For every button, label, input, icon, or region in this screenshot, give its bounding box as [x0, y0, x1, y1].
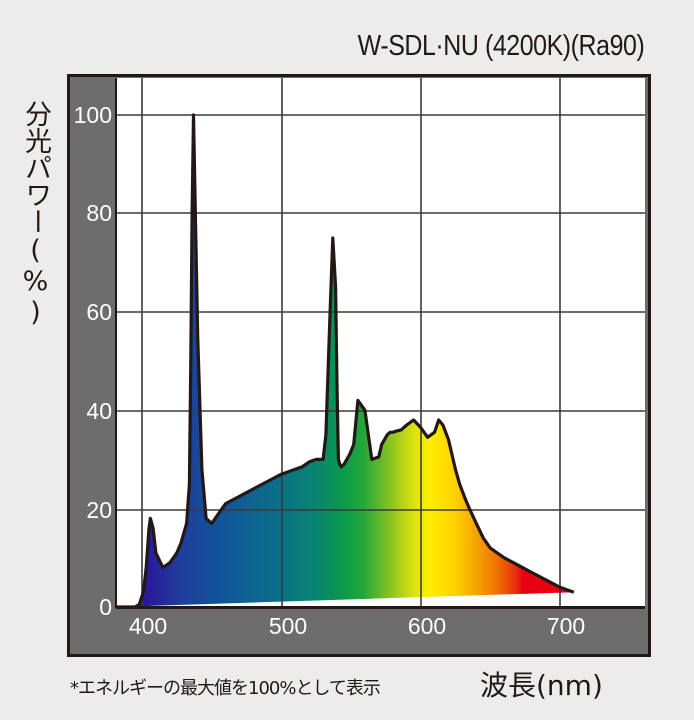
y-tick-100: 100	[73, 102, 112, 128]
x-tick-500: 500	[268, 613, 308, 639]
y-tick-0: 0	[99, 594, 112, 620]
y-tick-80: 80	[86, 200, 112, 226]
spectrum-curve	[116, 113, 575, 608]
y-axis-label: 分光パワー(%)	[20, 100, 51, 328]
x-axis-label: 波長(nm)	[480, 669, 603, 702]
y-tick-40: 40	[86, 398, 112, 424]
x-tick-400: 400	[128, 613, 168, 639]
x-tick-600: 600	[407, 613, 447, 639]
y-tick-60: 60	[86, 299, 112, 325]
y-tick-20: 20	[86, 497, 112, 523]
x-tick-700: 700	[546, 613, 586, 639]
footnote: *エネルギーの最大値を100%として表示	[70, 678, 381, 699]
chart-title: W-SDL·NU (4200K)(Ra90)	[357, 30, 644, 62]
